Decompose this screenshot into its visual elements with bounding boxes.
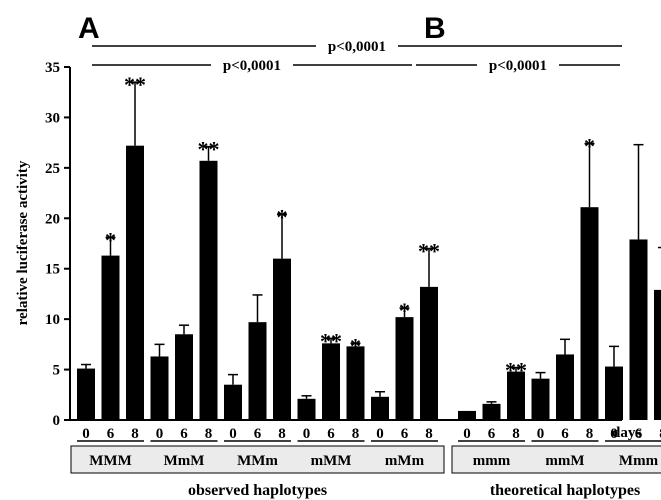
haplotype-box bbox=[451, 445, 661, 474]
bar bbox=[346, 346, 365, 420]
significance-marker: * bbox=[584, 134, 595, 159]
day-tick-label: 0 bbox=[156, 426, 164, 442]
haplotype-label: mmM bbox=[545, 453, 584, 469]
day-tick-label: 8 bbox=[352, 426, 360, 442]
y-tick-label: 35 bbox=[45, 60, 60, 76]
day-tick-label: 0 bbox=[82, 426, 90, 442]
bar bbox=[458, 410, 476, 420]
significance-marker: ** bbox=[124, 72, 146, 97]
axes: 0 5 10 15 20 25 30 35 bbox=[45, 60, 622, 429]
significance-marker: * bbox=[105, 227, 116, 252]
day-tick-label: 6 bbox=[401, 426, 409, 442]
bar bbox=[273, 258, 291, 420]
haplotype-category-label: observed haplotypes bbox=[188, 482, 327, 499]
bar bbox=[531, 378, 550, 420]
haplotype-label: mmm bbox=[473, 453, 511, 469]
bar bbox=[605, 366, 623, 420]
bar bbox=[420, 286, 438, 420]
bar bbox=[556, 354, 574, 420]
p-value-top-text: p<0,0001 bbox=[328, 39, 386, 55]
bar bbox=[322, 343, 340, 420]
day-tick-label: 0 bbox=[537, 426, 545, 442]
bars: ******** ******* bbox=[77, 72, 661, 420]
day-tick-label: 0 bbox=[610, 426, 618, 442]
day-tick-label: 0 bbox=[229, 426, 237, 442]
y-tick-label: 0 bbox=[53, 413, 61, 429]
bar bbox=[150, 356, 169, 420]
day-tick-label: 6 bbox=[488, 426, 496, 442]
significance-marker: * bbox=[350, 333, 361, 358]
haplotype-label: MMm bbox=[237, 453, 278, 469]
significance-marker: ** bbox=[418, 239, 440, 264]
bar bbox=[371, 396, 389, 420]
bar bbox=[395, 317, 414, 420]
significance-marker: ** bbox=[505, 358, 527, 383]
day-tick-label: 6 bbox=[327, 426, 335, 442]
significance-marker: ** bbox=[320, 328, 342, 353]
bar bbox=[224, 384, 242, 420]
x-labels: 068068068068068068068068 bbox=[77, 426, 661, 442]
day-tick-label: 6 bbox=[635, 426, 643, 442]
day-tick-label: 8 bbox=[205, 426, 213, 442]
y-tick-label: 10 bbox=[45, 312, 60, 328]
day-tick-label: 0 bbox=[376, 426, 384, 442]
haplotype-category-label: theoretical haplotypes bbox=[490, 482, 640, 499]
day-tick-label: 6 bbox=[180, 426, 188, 442]
p-value-panel-a-text: p<0,0001 bbox=[223, 58, 281, 74]
haplotype-label: mMm bbox=[385, 453, 425, 469]
y-tick-label: 30 bbox=[45, 110, 60, 126]
haplotype-boxes: MMM MmM MMm mMM mMm observed haplotypes mmm mmM… bbox=[70, 445, 661, 499]
significance-marker: * bbox=[277, 204, 288, 229]
day-tick-label: 8 bbox=[586, 426, 594, 442]
bar bbox=[175, 334, 193, 420]
panel-label-b: B bbox=[424, 12, 446, 45]
day-tick-label: 8 bbox=[659, 426, 661, 442]
bar bbox=[482, 403, 501, 420]
bar bbox=[77, 368, 95, 420]
day-tick-label: 6 bbox=[254, 426, 262, 442]
haplotype-label: mMM bbox=[311, 453, 352, 469]
bar bbox=[199, 160, 218, 420]
y-axis-label: relative luciferase activity bbox=[15, 160, 31, 325]
day-tick-label: 0 bbox=[463, 426, 471, 442]
y-tick-label: 25 bbox=[45, 161, 60, 177]
bar bbox=[126, 145, 144, 420]
haplotype-label: MMM bbox=[89, 453, 131, 469]
day-tick-label: 8 bbox=[131, 426, 139, 442]
panel-label-a: A bbox=[78, 12, 100, 45]
significance-marker: ** bbox=[198, 137, 220, 162]
y-tick-label: 20 bbox=[45, 211, 60, 227]
day-tick-label: 6 bbox=[107, 426, 115, 442]
bar bbox=[580, 207, 599, 420]
day-tick-label: 8 bbox=[425, 426, 433, 442]
bar bbox=[297, 398, 316, 420]
bar bbox=[507, 371, 525, 420]
bar bbox=[654, 289, 661, 420]
bar bbox=[101, 255, 120, 420]
haplotype-box bbox=[70, 445, 445, 474]
days-unit-label: days bbox=[612, 425, 641, 441]
day-tick-label: 0 bbox=[303, 426, 311, 442]
p-value-annotations: p<0,0001 p<0,0001 p<0,0001 bbox=[92, 39, 622, 74]
bar bbox=[629, 239, 648, 420]
y-tick-label: 15 bbox=[45, 262, 60, 278]
day-tick-label: 8 bbox=[278, 426, 286, 442]
y-tick-label: 5 bbox=[53, 363, 61, 379]
day-tick-label: 8 bbox=[512, 426, 520, 442]
p-value-panel-b-text: p<0,0001 bbox=[489, 58, 547, 74]
haplotype-label: Mmm bbox=[619, 453, 659, 469]
bar bbox=[248, 322, 267, 420]
significance-marker: * bbox=[399, 298, 410, 323]
haplotype-label: MmM bbox=[164, 453, 205, 469]
day-tick-label: 6 bbox=[561, 426, 569, 442]
